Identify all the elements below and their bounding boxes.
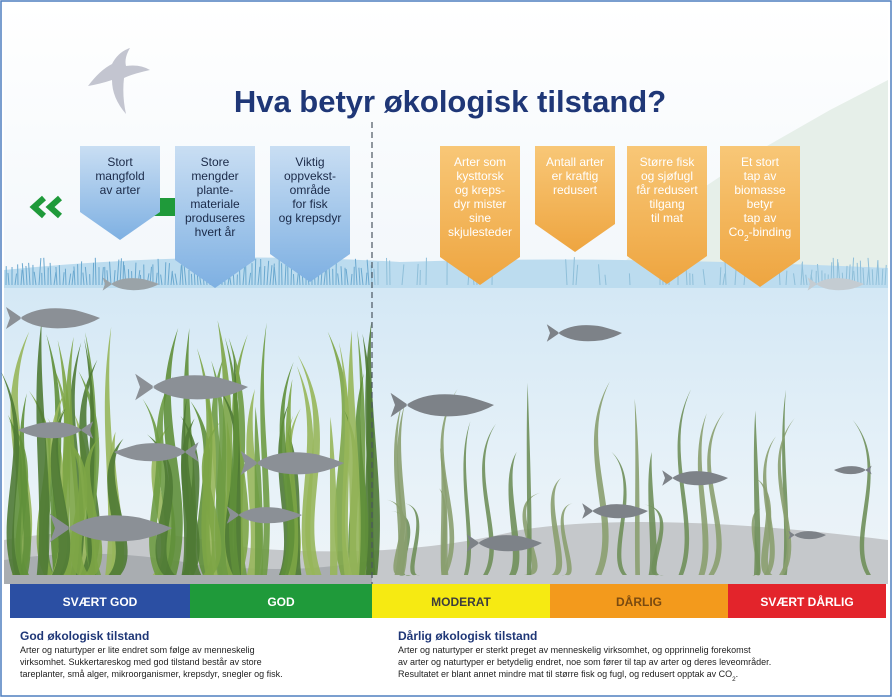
reed	[293, 274, 294, 285]
callout-line: biomasse	[734, 183, 786, 197]
callout-line: skjulesteder	[448, 225, 512, 239]
reed	[95, 258, 96, 285]
callout-line: Større fisk	[640, 155, 696, 169]
callout-line: får redusert	[636, 183, 698, 197]
scale-label: GOD	[267, 595, 295, 609]
title: Hva betyr økologisk tilstand?	[234, 84, 666, 119]
callout-line: Arter som	[454, 155, 506, 169]
reed	[65, 269, 66, 285]
callout-line: redusert	[553, 183, 598, 197]
callout-line: sine	[469, 211, 491, 225]
text-part: .	[736, 669, 739, 679]
description-heading: God økologisk tilstand	[20, 629, 149, 643]
callout-line: tilgang	[649, 197, 684, 211]
reed	[59, 265, 60, 285]
infographic: Hva betyr økologisk tilstand? Stortmangf…	[0, 0, 892, 697]
description-heading: Dårlig økologisk tilstand	[398, 629, 537, 643]
callout-line: Et stort	[741, 155, 780, 169]
status-scale: SVÆRT GOD GOD MODERAT DÅRLIG SVÆRT DÅRLIG	[10, 584, 886, 618]
callout-line: for fisk	[292, 197, 328, 211]
description-line: Arter og naturtyper er sterkt preget av …	[398, 645, 751, 655]
text-part: Co	[729, 225, 745, 239]
reed	[93, 263, 94, 285]
callout-line: og sjøfugl	[641, 169, 693, 183]
callout-line: av arter	[100, 183, 141, 197]
description-line: tareplanter, små alger, mikroorganismer,…	[20, 669, 283, 679]
reed	[255, 259, 256, 285]
reed	[191, 274, 192, 285]
callout-line: produseres	[185, 211, 245, 225]
callout-line: kysttorsk	[456, 169, 504, 183]
callout-line: og kreps-	[455, 183, 505, 197]
page: { "header": {"title": "Hva betyr økologi…	[0, 0, 892, 697]
description-line: Arter og naturtyper er lite endret som f…	[20, 645, 255, 655]
callout-line: tap av	[744, 169, 777, 183]
callout-line: Antall arter	[546, 155, 604, 169]
scale-label: SVÆRT GOD	[63, 595, 138, 609]
callout-line: materiale	[190, 197, 240, 211]
callout-line: plante-	[197, 183, 234, 197]
callout-line: oppvekst-	[284, 169, 336, 183]
callout-line: og krepsdyr	[279, 211, 342, 225]
callout-line: Store	[201, 155, 230, 169]
callout-line: er kraftig	[552, 169, 599, 183]
reed	[629, 273, 630, 285]
callout-line: område	[290, 183, 331, 197]
callout-line: Viktig	[295, 155, 324, 169]
text-part: Resultatet er blant annet mindre mat til…	[398, 669, 732, 679]
reed	[860, 261, 861, 285]
description-line: virksomhet. Sukkertareskog med god tilst…	[20, 657, 262, 667]
scale-label: SVÆRT DÅRLIG	[760, 594, 853, 609]
callout-line: dyr mister	[454, 197, 507, 211]
callout-line: Stort	[107, 155, 133, 169]
callout-line: betyr	[747, 197, 774, 211]
callout-line: mangfold	[95, 169, 144, 183]
description-line: av arter og naturtyper er betydelig endr…	[398, 657, 771, 667]
text-part: -binding	[749, 225, 792, 239]
callout-line: til mat	[651, 211, 684, 225]
callout-line: tap av	[744, 211, 777, 225]
scale-label: DÅRLIG	[616, 594, 662, 609]
callout-line: mengder	[191, 169, 238, 183]
scale-label: MODERAT	[431, 595, 491, 609]
callout-line: hvert år	[195, 225, 236, 239]
reed	[81, 261, 82, 285]
